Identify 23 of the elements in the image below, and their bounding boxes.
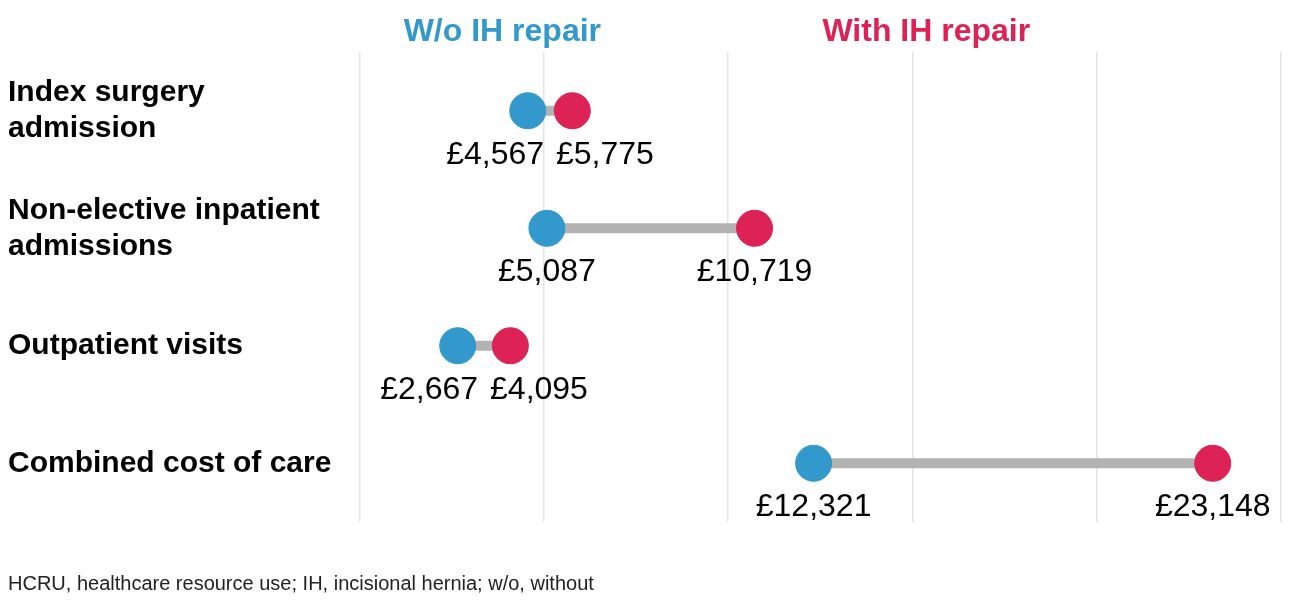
- point: [528, 209, 566, 247]
- data-label: £10,719: [696, 252, 813, 289]
- data-label: £5,775: [556, 134, 654, 171]
- data-label: £23,148: [1154, 487, 1271, 524]
- point: [795, 444, 833, 482]
- point: [1194, 444, 1232, 482]
- data-label: £4,567: [446, 134, 545, 171]
- y-tick-label: Outpatient visits: [8, 327, 244, 361]
- text: HCRU, healthcare resource use; IH, incisional hernia; w/o, without: [8, 572, 595, 595]
- y-tick-label: Non-elective inpatient admissions: [8, 191, 320, 261]
- data-label: £4,095: [490, 369, 588, 406]
- point: [509, 92, 547, 130]
- point: [439, 327, 477, 365]
- data-label: £12,321: [755, 487, 872, 524]
- data-label: £5,087: [497, 252, 596, 289]
- point: [491, 327, 529, 365]
- point: [736, 209, 774, 247]
- data-label: £2,667: [380, 369, 479, 406]
- point: [553, 92, 591, 130]
- text: With IH repair: [822, 11, 1031, 48]
- y-tick-label: Combined cost of care: [8, 444, 332, 478]
- y-tick-label: Index surgery admission: [8, 74, 206, 144]
- text: W/o IH repair: [403, 11, 602, 48]
